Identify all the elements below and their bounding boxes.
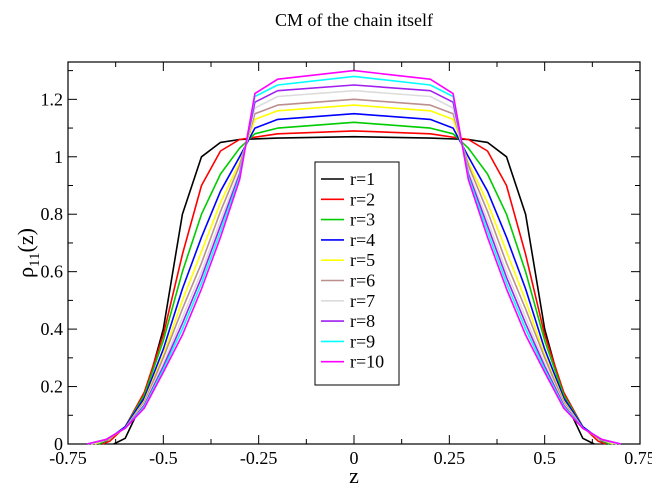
y-tick-label: 1 xyxy=(54,147,63,167)
y-axis-label-tail: (z) xyxy=(13,228,38,252)
y-tick-label: 0 xyxy=(54,434,63,454)
series-line-r3 xyxy=(98,121,610,445)
y-tick-label: 0.8 xyxy=(41,204,64,224)
y-axis-label-sub: 11 xyxy=(27,252,43,266)
series-line-r1 xyxy=(113,135,595,445)
x-tick-label: 0.75 xyxy=(624,448,652,468)
svg-text:ρ11(z): ρ11(z) xyxy=(13,228,43,278)
x-tick-label: -0.25 xyxy=(240,448,278,468)
x-axis-label: z xyxy=(349,463,359,485)
series-line-r8 xyxy=(86,84,622,445)
x-tick-label: -0.5 xyxy=(149,448,178,468)
y-tick-label: 0.2 xyxy=(41,377,64,397)
legend-label: r=2 xyxy=(350,189,375,209)
legend-label: r=6 xyxy=(350,271,375,291)
tick-layer: -0.75 -0.5 -0.25 0 0.25 0.5 0.75 0 0.2 0.4 0.6 0.8 1… xyxy=(41,62,652,468)
series-line-r9 xyxy=(86,75,622,445)
x-tick-label: -0.75 xyxy=(49,448,87,468)
legend-label: r=3 xyxy=(350,210,375,230)
x-tick-label: 0.5 xyxy=(533,448,556,468)
legend-items: r=1r=2r=3r=4r=5r=6r=7r=8r=9r=10 xyxy=(321,169,384,372)
y-tick-label: 0.4 xyxy=(41,319,64,339)
y-tick-label: 1.2 xyxy=(41,89,64,109)
x-tick-label: 0.25 xyxy=(434,448,466,468)
legend-label: r=9 xyxy=(350,331,375,351)
legend-label: r=5 xyxy=(350,250,375,270)
legend-label: r=1 xyxy=(350,169,375,189)
legend-label: r=7 xyxy=(350,291,375,311)
y-axis-label: ρ11(z) xyxy=(13,228,43,278)
y-tick-label: 0.6 xyxy=(41,262,64,282)
series-line-r2 xyxy=(102,130,606,445)
series-line-r4 xyxy=(94,112,614,445)
series-line-r5 xyxy=(94,104,614,445)
legend-label: r=8 xyxy=(350,311,375,331)
legend-label: r=4 xyxy=(350,230,375,250)
legend-label: r=10 xyxy=(350,352,384,372)
y-axis-label-main: ρ xyxy=(13,267,38,278)
x-tick-label: 0 xyxy=(350,448,359,468)
series-layer xyxy=(86,69,622,445)
series-line-r7 xyxy=(90,89,618,445)
chart-title: CM of the chain itself xyxy=(275,10,433,30)
series-line-r6 xyxy=(90,98,618,445)
legend: r=1r=2r=3r=4r=5r=6r=7r=8r=9r=10 xyxy=(314,161,400,386)
